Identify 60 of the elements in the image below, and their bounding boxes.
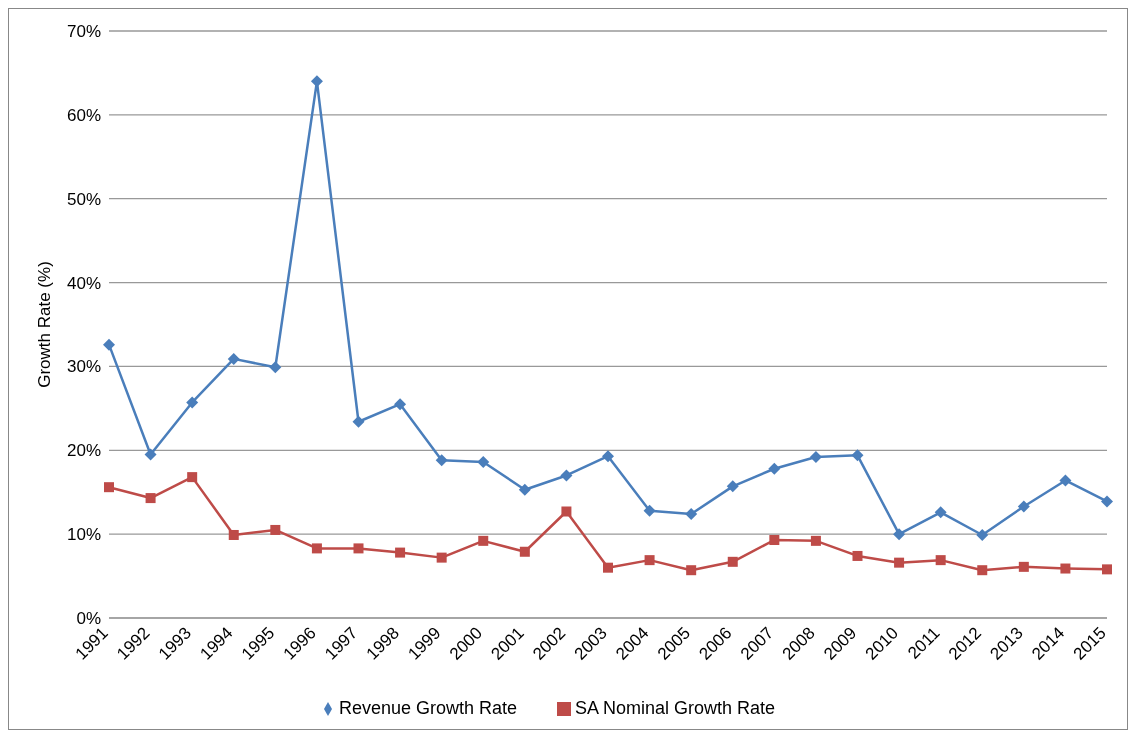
point xyxy=(768,462,781,475)
point xyxy=(977,565,988,576)
y-tick-label: 50% xyxy=(66,189,101,209)
point xyxy=(602,450,614,463)
point xyxy=(1060,563,1071,574)
point xyxy=(934,506,947,519)
point xyxy=(187,472,198,483)
point xyxy=(395,547,406,558)
point xyxy=(769,535,780,546)
y-tick-label: 0% xyxy=(76,609,101,629)
y-tick-label: 40% xyxy=(66,273,101,293)
point xyxy=(394,398,407,411)
point xyxy=(810,535,821,546)
y-tick-label: 60% xyxy=(66,105,101,125)
point xyxy=(976,528,989,541)
point xyxy=(561,506,572,517)
y-tick-label: 70% xyxy=(66,22,101,42)
point xyxy=(686,565,697,576)
point xyxy=(1059,474,1072,487)
point xyxy=(519,546,530,557)
y-tick-label: 30% xyxy=(66,357,101,377)
point xyxy=(1101,495,1113,508)
point xyxy=(311,543,322,554)
point xyxy=(893,528,906,541)
point xyxy=(186,396,199,409)
point xyxy=(227,352,240,365)
point xyxy=(435,454,448,467)
point xyxy=(478,535,489,546)
point xyxy=(436,552,447,563)
point xyxy=(270,524,281,535)
point xyxy=(727,556,738,567)
point xyxy=(643,504,656,517)
point xyxy=(104,482,114,493)
point xyxy=(103,338,115,351)
y-tick-label: 10% xyxy=(66,525,101,545)
point xyxy=(644,555,655,566)
y-axis-title: Growth Rate (%) xyxy=(35,261,55,388)
point xyxy=(518,483,531,496)
point xyxy=(228,529,239,540)
point xyxy=(852,550,863,561)
point xyxy=(685,508,698,521)
point xyxy=(269,361,282,374)
point xyxy=(560,469,573,482)
point xyxy=(352,415,365,428)
legend-label: SA Nominal Growth Rate xyxy=(575,698,776,718)
point xyxy=(1102,564,1112,575)
y-tick-label: 20% xyxy=(66,441,101,461)
point xyxy=(1018,561,1029,572)
point xyxy=(894,557,905,568)
point xyxy=(935,555,946,566)
legend-label: Revenue Growth Rate xyxy=(338,698,517,718)
point xyxy=(1017,500,1030,513)
point xyxy=(144,448,157,461)
point xyxy=(353,543,364,554)
point xyxy=(145,493,156,504)
point xyxy=(477,456,490,469)
point xyxy=(809,450,822,463)
point xyxy=(851,449,864,462)
point xyxy=(726,480,739,493)
point xyxy=(603,562,613,573)
